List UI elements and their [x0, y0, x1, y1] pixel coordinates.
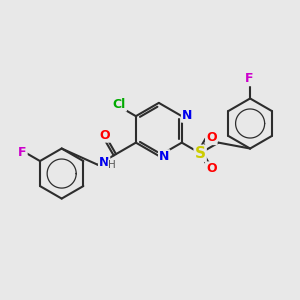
Text: S: S	[195, 146, 206, 161]
Text: N: N	[159, 150, 169, 163]
Text: O: O	[100, 129, 110, 142]
Text: O: O	[206, 131, 217, 144]
Text: F: F	[244, 72, 253, 85]
Text: O: O	[206, 162, 217, 176]
Text: F: F	[18, 146, 27, 159]
Text: H: H	[109, 160, 116, 170]
Text: N: N	[182, 109, 192, 122]
Text: Cl: Cl	[113, 98, 126, 111]
Text: N: N	[99, 156, 109, 169]
